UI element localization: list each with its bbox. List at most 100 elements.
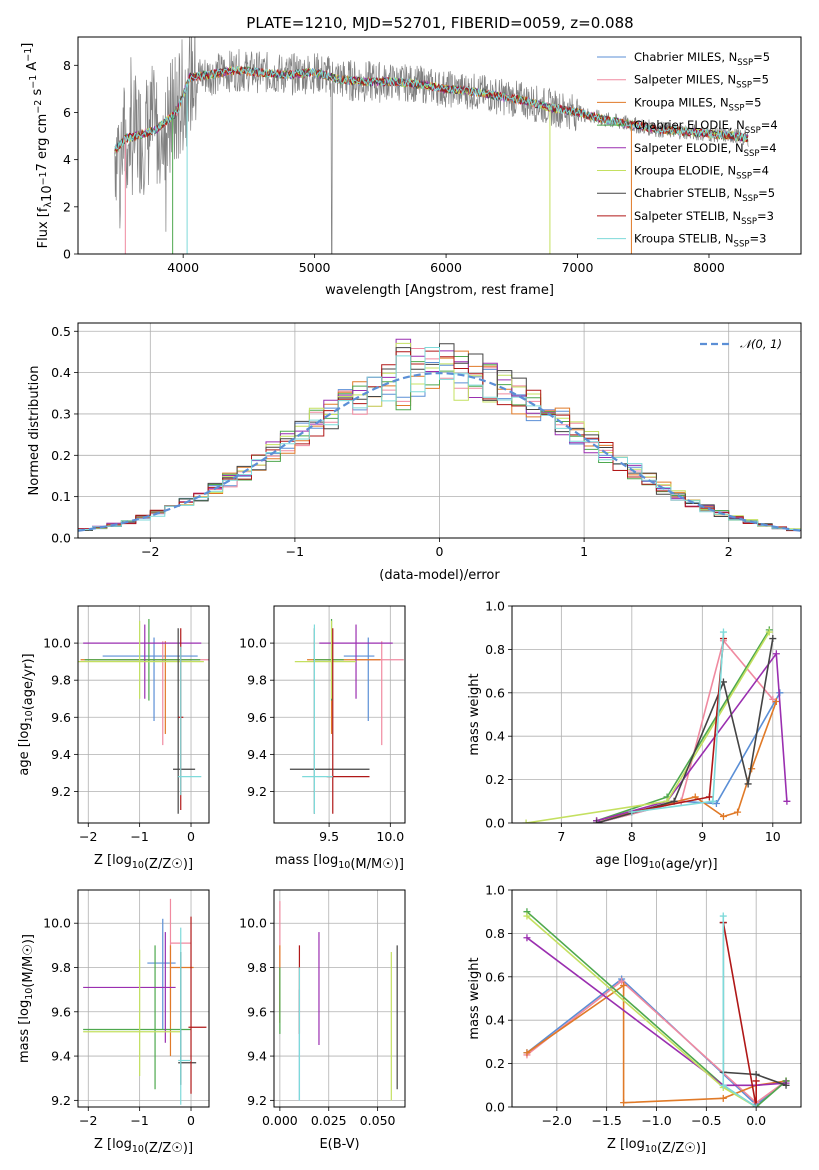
y-tick-label: 9.4 [51, 1049, 71, 1064]
y-axis-label: Normed distribution [27, 366, 42, 496]
panel-age_vs_mass: 9.5 10.0 9.2 9.4 9.6 9.8 10.0 mass [log10(M/M☉)… [239, 605, 406, 872]
legend-part: Chabrier STELIB, N [634, 186, 742, 200]
label-part: log [17, 722, 32, 742]
weight-line-salp_elodie [526, 937, 787, 1087]
y-tick-label: 9.4 [247, 1049, 267, 1064]
weight-marker [523, 1049, 531, 1057]
label-sub: 10 [645, 1144, 657, 1155]
label-part: (M/M☉)] [350, 857, 404, 872]
weight-line-salp_miles [596, 639, 774, 823]
plot-area [512, 606, 801, 823]
plot-area [78, 606, 209, 823]
label-part: (Z/Z☉)] [144, 1141, 193, 1156]
weight-marker [628, 808, 636, 816]
label-part: log [112, 1137, 132, 1152]
label-part: f [36, 207, 51, 212]
legend-sub: SSP [737, 58, 753, 68]
legend-entry: Salpeter STELIB, NSSP=3 [634, 209, 774, 227]
label-part: log [629, 853, 649, 868]
plot-area [274, 890, 405, 1107]
legend-part: =5 [758, 186, 775, 200]
legend-part: Salpeter STELIB, N [634, 209, 741, 223]
y-tick-label: 0.4 [485, 729, 505, 744]
label-part: age [ [595, 853, 628, 868]
y-tick-label: 9.8 [247, 960, 267, 975]
weight-line-salp_elodie [596, 651, 788, 822]
legend-entry: Kroupa STELIB, NSSP=3 [634, 232, 766, 250]
y-tick-label: 0 [63, 247, 71, 262]
axes-frame [77, 322, 802, 539]
weight-marker [523, 912, 531, 920]
panel-age_vs_Z: −2 −1 09.29.49.69.810.0Z [log10(Z/Z☉)]age … [17, 605, 210, 872]
weight-marker [719, 1094, 727, 1102]
legend-sub: SSP [745, 126, 761, 136]
label-part: age [ [17, 742, 32, 775]
y-tick-label: 0.2 [51, 448, 71, 463]
y-axis-label: age [log10(age/yr)] [17, 653, 36, 775]
panel-weight_vs_Z: −2.0 −1.5 −1.0 −0.5 0.0 0.0 0.2 0.4 0.6 0.8 1.0 Z [… [467, 883, 802, 1156]
label-part: mass [ [275, 853, 318, 868]
x-tick-label: 5000 [299, 260, 331, 275]
y-tick-label: 9.6 [51, 1004, 71, 1019]
y-tick-label: 9.4 [51, 747, 71, 762]
legend-part: =4 [761, 118, 778, 132]
normal-curve [78, 371, 801, 532]
legend-entry: Salpeter ELODIE, NSSP=4 [634, 141, 777, 159]
y-tick-label: 1.0 [485, 599, 505, 614]
x-tick-label: −2.0 [542, 1113, 572, 1128]
y-tick-label: 0.3 [51, 406, 71, 421]
axes-frame [273, 605, 406, 824]
y-tick-label: 0.6 [485, 969, 505, 984]
label-sub: 10 [24, 988, 35, 1000]
y-tick-label: 0.0 [485, 816, 505, 831]
figure-title: PLATE=1210, MJD=52701, FIBERID=0059, z=0… [246, 14, 633, 32]
label-part: (Z/Z☉)] [657, 1141, 706, 1156]
x-tick-label: −2 [141, 544, 159, 559]
legend-entry: Chabrier MILES, NSSP=5 [634, 50, 770, 68]
panel-mass_vs_Z: −2 −1 09.29.49.69.810.0Z [log10(Z/Z☉)]mass… [17, 889, 210, 1156]
weight-marker [709, 797, 717, 805]
label-sup: −2 [33, 100, 44, 114]
x-tick-label: 10 [765, 829, 781, 844]
label-part: Z [ [607, 1137, 625, 1152]
label-part: Z [ [94, 1137, 112, 1152]
weight-marker [522, 819, 530, 823]
y-tick-label: 10.0 [239, 636, 267, 651]
y-tick-label: 4 [63, 152, 71, 167]
legend-part: =4 [752, 164, 769, 178]
x-tick-label: −0.5 [691, 1113, 721, 1128]
y-tick-label: 0.4 [51, 365, 71, 380]
weight-marker [752, 1070, 760, 1078]
axes-frame [511, 889, 802, 1108]
label-part: log [17, 1000, 32, 1020]
y-tick-label: 0.1 [51, 489, 71, 504]
y-tick-label: 0.2 [485, 772, 505, 787]
x-tick-label: −1.5 [591, 1113, 621, 1128]
y-tick-label: 0.5 [51, 324, 71, 339]
weight-marker [782, 1081, 790, 1089]
y-tick-label: 9.6 [51, 710, 71, 725]
label-part: A [25, 62, 40, 75]
x-tick-label: 0 [436, 544, 444, 559]
label-sup: −1 [23, 48, 34, 62]
y-tick-label: 1.0 [485, 883, 505, 898]
label-part: ] [20, 43, 35, 48]
y-tick-label: 2 [63, 199, 71, 214]
x-tick-label: 6000 [430, 260, 462, 275]
legend-entry: Chabrier ELODIE, NSSP=4 [634, 118, 778, 136]
x-tick-label: −2 [79, 1113, 97, 1128]
weight-marker [618, 977, 626, 985]
label-sub: 10 [132, 860, 144, 871]
x-axis-label: Z [log10(Z/Z☉)] [607, 1137, 706, 1156]
y-tick-label: 9.8 [51, 960, 71, 975]
label-part: (Z/Z☉)] [144, 857, 193, 872]
x-axis-label: E(B-V) [319, 1137, 359, 1152]
x-axis-label: Z [log10(Z/Z☉)] [94, 1137, 193, 1156]
label-part: 7 erg cm [35, 114, 50, 172]
label-sup: −1 [38, 171, 49, 185]
y-tick-label: 6 [63, 105, 71, 120]
panel-mass_vs_ebv: 0.000 0.025 0.050 9.2 9.4 9.6 9.8 10.0 E(B-V) [239, 889, 406, 1152]
axes-frame [77, 605, 210, 824]
label-part: Flux [ [36, 212, 51, 248]
